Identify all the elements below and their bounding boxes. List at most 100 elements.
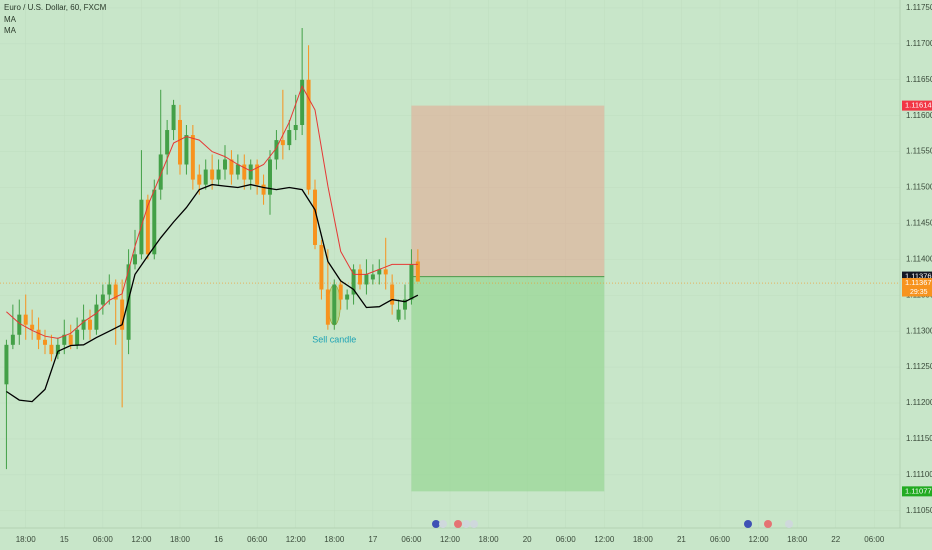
candle-body (120, 299, 125, 330)
candle-body (30, 324, 35, 330)
candle-body (145, 199, 150, 255)
x-tick-label: 12:00 (131, 535, 152, 544)
candle-body (293, 124, 298, 131)
candle-body (274, 140, 279, 160)
x-tick-label: 06:00 (864, 535, 885, 544)
price-tag (902, 486, 932, 497)
candle-body (390, 284, 395, 305)
candle-body (113, 284, 118, 300)
y-tick-label: 1.11700 (906, 39, 932, 48)
annotation: Sell candle (312, 334, 356, 344)
candle-body (280, 140, 285, 146)
candle-body (94, 304, 99, 330)
candle-body (403, 299, 407, 310)
event-icon (764, 520, 772, 528)
x-tick-label: 18:00 (324, 535, 345, 544)
x-tick-label: 16 (214, 535, 223, 544)
x-tick-label: 06:00 (556, 535, 577, 544)
candle-body (409, 264, 414, 300)
candle-body (178, 119, 182, 165)
event-icon (439, 520, 447, 528)
stop-zone (411, 105, 605, 277)
candle-body (415, 261, 420, 282)
candle-body (171, 104, 176, 131)
x-tick-label: 20 (523, 535, 532, 544)
candle-body (396, 309, 401, 320)
y-tick-label: 1.11500 (906, 183, 932, 192)
countdown-tag (902, 287, 932, 297)
ma-line (6, 183, 419, 403)
x-tick-label: 06:00 (710, 535, 731, 544)
candle-body (313, 189, 317, 245)
x-tick-label: 18:00 (16, 535, 37, 544)
y-tick-label: 1.11150 (906, 434, 932, 443)
x-tick-label: 21 (677, 535, 686, 544)
y-tick-label: 1.11400 (906, 254, 932, 263)
x-tick-label: 06:00 (93, 535, 114, 544)
indicator-label: MA (4, 26, 17, 35)
event-icon (744, 520, 752, 528)
candle-body (184, 135, 189, 165)
price-tag-label: 1.11077 (905, 486, 932, 495)
candle-body (190, 135, 195, 180)
candle-body (4, 344, 9, 385)
candle-body (23, 314, 28, 325)
price-tag (902, 100, 932, 111)
y-tick-label: 1.11200 (906, 398, 932, 407)
candle-body (351, 269, 356, 295)
price-tag-label: 1.11376 (905, 272, 932, 281)
candle-body (306, 79, 311, 190)
candle-body (248, 164, 253, 180)
candle-body (17, 314, 22, 335)
y-tick-label: 1.11550 (906, 147, 932, 156)
y-tick-label: 1.11650 (906, 75, 932, 84)
candle-body (197, 174, 202, 185)
candle-body (158, 154, 163, 190)
candle-body (36, 329, 41, 340)
candle-body (242, 164, 247, 180)
event-icon (785, 520, 793, 528)
candle-body (152, 189, 157, 255)
x-tick-label: 18:00 (479, 535, 500, 544)
x-tick-label: 18:00 (787, 535, 808, 544)
candle-body (377, 269, 382, 275)
candle-body (75, 329, 80, 345)
candle-body (332, 284, 337, 325)
candle-body (62, 334, 67, 345)
candle-body (203, 169, 208, 185)
price-tag (902, 278, 932, 289)
y-tick-label: 1.11100 (906, 470, 932, 479)
price-tag-label: 1.11367 (905, 278, 932, 287)
x-tick-label: 06:00 (247, 535, 268, 544)
countdown: 29:35 (910, 289, 928, 296)
event-icon (462, 520, 470, 528)
price-tag-label: 1.11614 (905, 101, 932, 110)
candle-body (319, 244, 324, 290)
candle-body (43, 339, 47, 345)
candle-body (88, 319, 92, 330)
x-tick-label: 12:00 (440, 535, 461, 544)
candle-body (268, 159, 272, 195)
plot-area: Sell candle (0, 28, 900, 492)
candle-body (133, 254, 137, 265)
y-tick-label: 1.11600 (906, 111, 932, 120)
chart-title: Euro / U.S. Dollar, 60, FXCM (4, 3, 107, 12)
candle-body (287, 130, 292, 146)
y-tick-label: 1.11300 (906, 326, 932, 335)
x-tick-label: 12:00 (594, 535, 615, 544)
candle-body (300, 79, 305, 125)
x-tick-label: 17 (368, 535, 377, 544)
price-tag (902, 271, 932, 282)
indicator-label: MA (4, 15, 17, 24)
candle-body (49, 344, 54, 355)
candle-body (55, 344, 60, 355)
candle-body (261, 184, 266, 195)
target-zone (411, 276, 605, 492)
candle-body (216, 169, 221, 180)
y-tick-label: 1.11450 (906, 219, 932, 228)
event-icon (470, 520, 478, 528)
x-tick-label: 12:00 (286, 535, 307, 544)
candle-body (107, 284, 112, 295)
candle-body (10, 334, 15, 345)
